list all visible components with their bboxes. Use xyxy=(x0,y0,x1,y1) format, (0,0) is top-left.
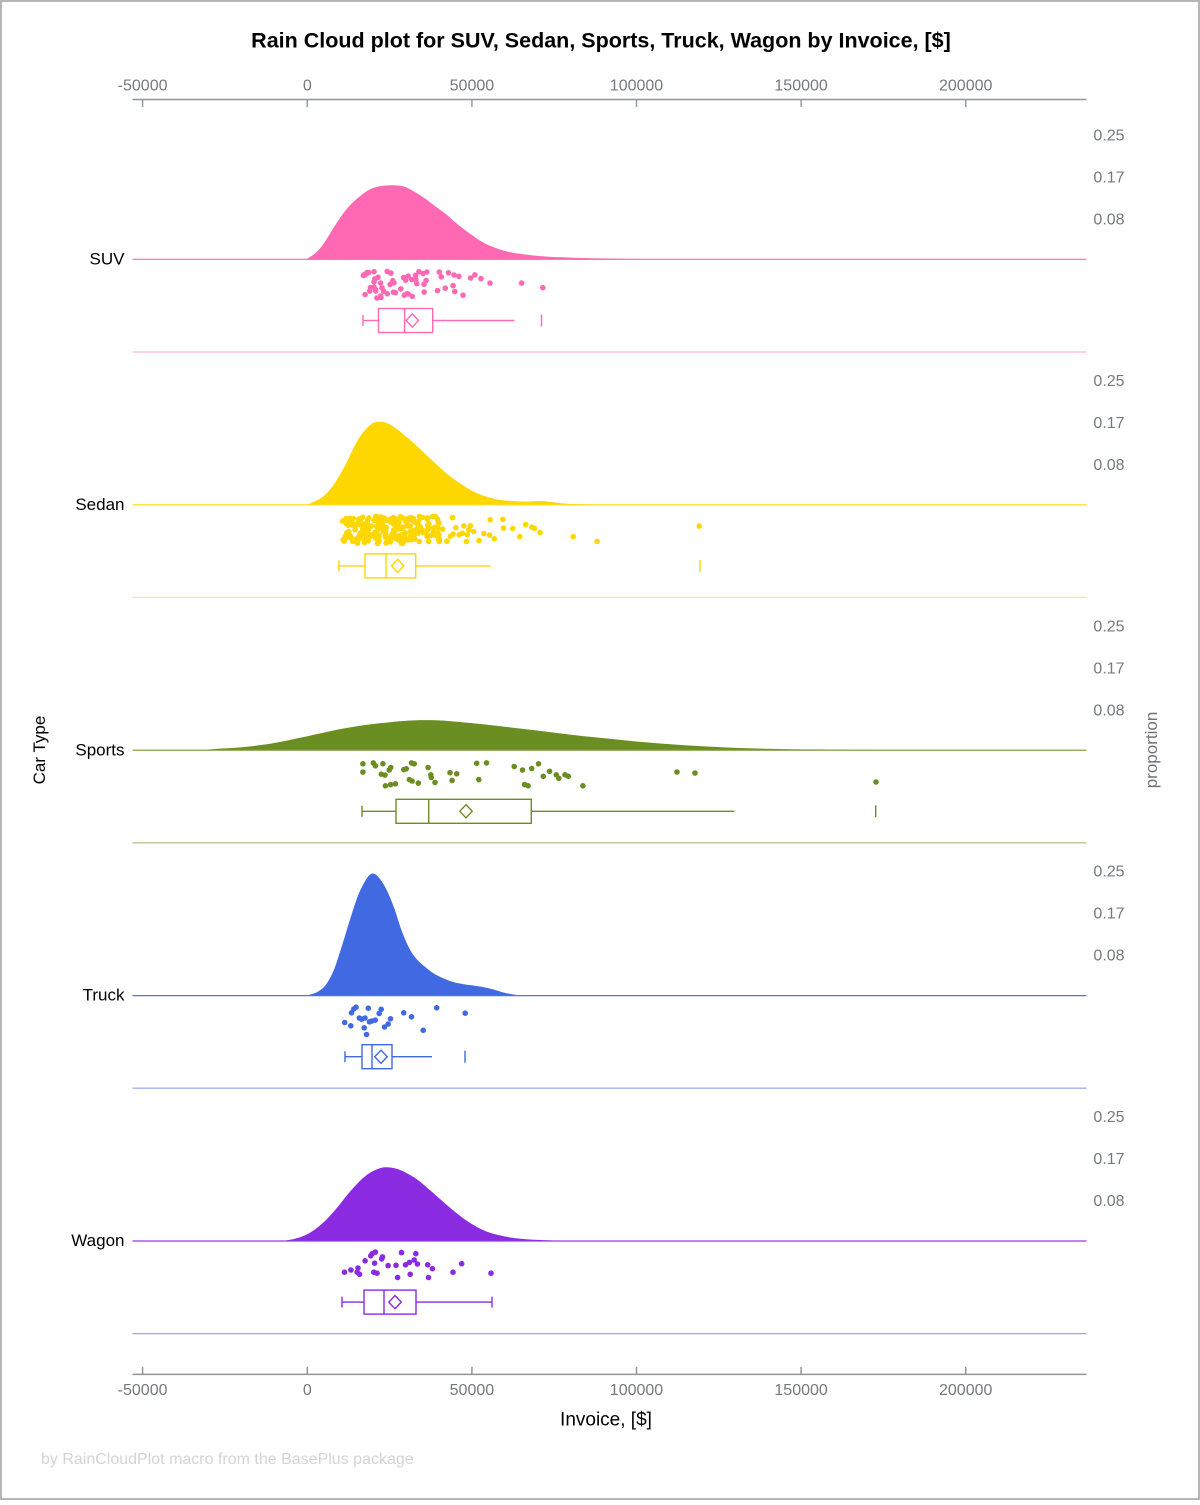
svg-text:Wagon: Wagon xyxy=(71,1231,124,1250)
svg-text:0.17: 0.17 xyxy=(1093,660,1124,677)
svg-text:by RainCloudPlot macro from th: by RainCloudPlot macro from the BasePlus… xyxy=(41,1451,414,1468)
svg-text:-50000: -50000 xyxy=(118,1382,168,1399)
svg-text:150000: 150000 xyxy=(774,1382,827,1399)
svg-text:100000: 100000 xyxy=(610,78,663,95)
svg-text:0.25: 0.25 xyxy=(1093,128,1124,145)
svg-text:0.08: 0.08 xyxy=(1093,948,1124,965)
svg-text:Invoice, [$]: Invoice, [$] xyxy=(560,1410,652,1431)
svg-text:Rain Cloud plot for SUV, Sedan: Rain Cloud plot for SUV, Sedan, Sports, … xyxy=(251,29,951,53)
svg-text:0.17: 0.17 xyxy=(1093,1151,1124,1168)
svg-text:200000: 200000 xyxy=(939,78,992,95)
svg-text:50000: 50000 xyxy=(450,78,495,95)
svg-text:0: 0 xyxy=(303,78,312,95)
svg-text:0: 0 xyxy=(303,1382,312,1399)
svg-text:-50000: -50000 xyxy=(118,78,168,95)
svg-text:150000: 150000 xyxy=(774,78,827,95)
svg-text:50000: 50000 xyxy=(450,1382,495,1399)
svg-text:0.08: 0.08 xyxy=(1093,212,1124,229)
svg-text:0.25: 0.25 xyxy=(1093,1109,1124,1126)
svg-text:200000: 200000 xyxy=(939,1382,992,1399)
svg-text:0.25: 0.25 xyxy=(1093,618,1124,635)
svg-text:0.17: 0.17 xyxy=(1093,906,1124,923)
svg-text:SUV: SUV xyxy=(90,250,126,269)
svg-text:0.25: 0.25 xyxy=(1093,373,1124,390)
svg-text:0.08: 0.08 xyxy=(1093,702,1124,719)
svg-text:0.08: 0.08 xyxy=(1093,1193,1124,1210)
svg-text:0.17: 0.17 xyxy=(1093,415,1124,432)
svg-text:Truck: Truck xyxy=(83,986,125,1005)
svg-text:Car Type: Car Type xyxy=(30,716,49,785)
svg-text:0.25: 0.25 xyxy=(1093,864,1124,881)
svg-text:Sports: Sports xyxy=(75,740,124,759)
svg-text:Sedan: Sedan xyxy=(75,495,124,514)
svg-text:100000: 100000 xyxy=(610,1382,663,1399)
svg-text:0.08: 0.08 xyxy=(1093,457,1124,474)
svg-text:proportion: proportion xyxy=(1142,712,1161,789)
svg-text:0.17: 0.17 xyxy=(1093,170,1124,187)
